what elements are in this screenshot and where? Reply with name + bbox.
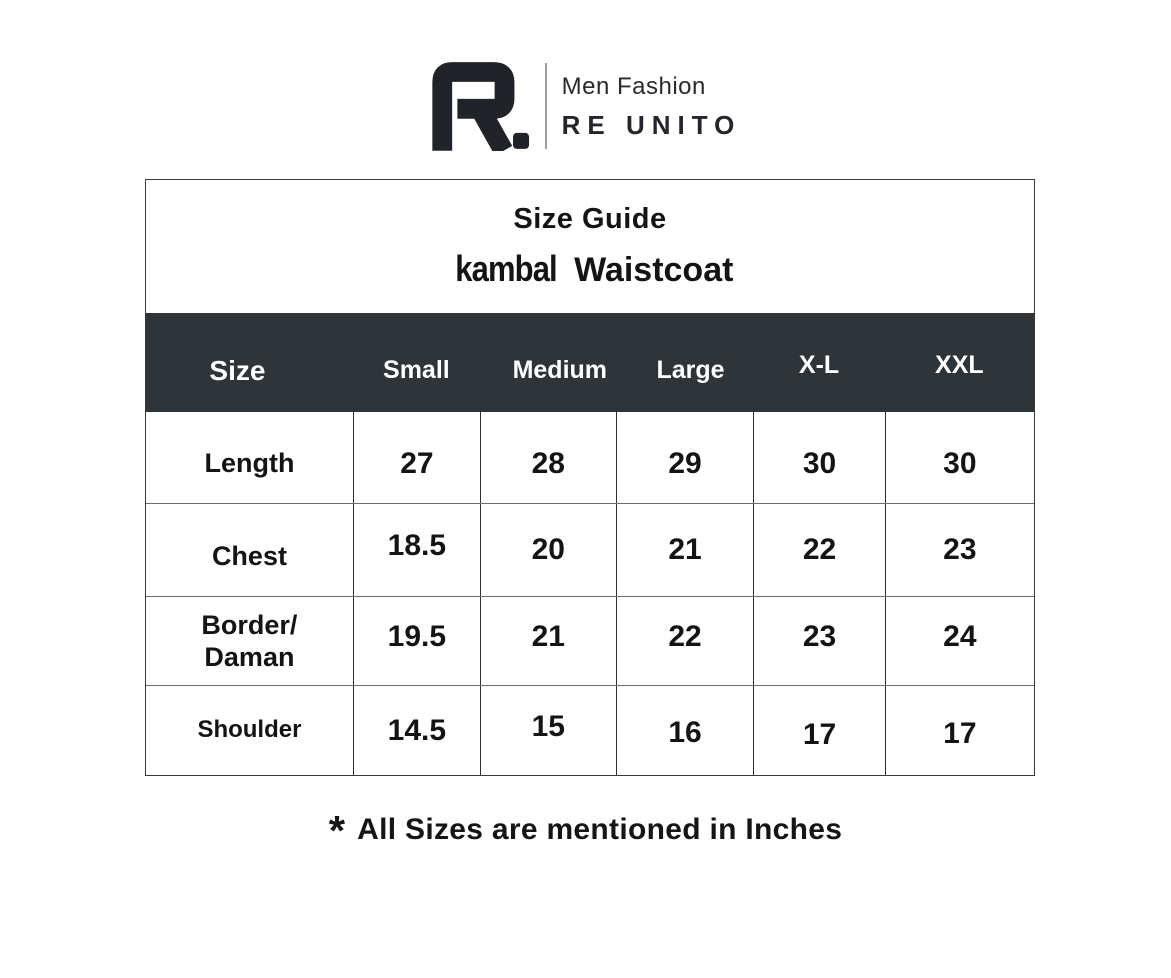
table-header-row: Size Small Medium Large X-L XXL: [146, 313, 1034, 412]
size-value: 16: [615, 686, 754, 775]
column-header-xl: X-L: [798, 351, 840, 379]
column-header-small: Small: [383, 356, 450, 384]
logo-divider: [544, 62, 547, 149]
size-guide-heading: Size Guide: [513, 203, 667, 235]
asterisk-icon: *: [328, 807, 346, 854]
product-name: kambal Waistcoat: [447, 248, 734, 290]
size-value: 29: [615, 412, 754, 503]
row-label: Shoulder: [197, 716, 302, 744]
row-label: Border/ Daman: [201, 609, 298, 672]
product-name-highlight: kambal: [454, 248, 557, 289]
footnote-text: All Sizes are mentioned in Inches: [357, 813, 843, 846]
table-title-box: Size Guide kambal Waistcoat: [146, 180, 1034, 313]
table-row-length: Length 27 28 29 30 30: [146, 412, 1034, 503]
brand-logo: Men Fashion RE UNITO: [0, 60, 1171, 151]
size-value: 18.5: [352, 504, 480, 596]
size-guide-table: Size Guide kambal Waistcoat Size Small M…: [145, 179, 1035, 776]
row-label: Length: [204, 448, 295, 479]
size-value: 20: [479, 504, 616, 596]
brand-tagline: Men Fashion: [561, 72, 706, 100]
table-row-chest: Chest 18.5 20 21 22 23: [146, 503, 1034, 596]
table-row-shoulder: Shoulder 14.5 15 16 17 17: [146, 685, 1034, 775]
size-value: 14.5: [352, 686, 480, 775]
size-value: 27: [352, 412, 480, 503]
size-value: 17: [753, 686, 884, 775]
size-value: 19.5: [352, 597, 480, 685]
column-header-xxl: XXL: [935, 351, 984, 379]
size-value: 17: [884, 686, 1034, 775]
column-header-large: Large: [656, 356, 725, 384]
logo-text-block: Men Fashion RE UNITO: [562, 71, 742, 141]
size-value: 21: [615, 504, 754, 596]
size-value: 28: [479, 412, 616, 503]
size-value: 22: [615, 597, 754, 685]
size-value: 22: [753, 504, 884, 596]
size-value: 24: [884, 597, 1034, 685]
size-value: 21: [479, 597, 616, 685]
size-value: 15: [479, 686, 616, 775]
brand-name: RE UNITO: [561, 109, 742, 140]
column-header-medium: Medium: [512, 356, 608, 384]
size-value: 30: [884, 412, 1034, 503]
table-row-border-daman: Border/ Daman 19.5 21 22 23 24: [146, 596, 1034, 685]
size-value: 23: [753, 597, 884, 685]
product-name-rest: Waistcoat: [574, 251, 734, 289]
size-value: 30: [753, 412, 884, 503]
row-label: Chest: [211, 540, 287, 571]
brand-r-mark-icon: [431, 62, 529, 151]
sizes-footnote: * All Sizes are mentioned in Inches: [0, 807, 1171, 861]
column-header-size: Size: [209, 354, 266, 386]
size-value: 23: [884, 504, 1034, 596]
